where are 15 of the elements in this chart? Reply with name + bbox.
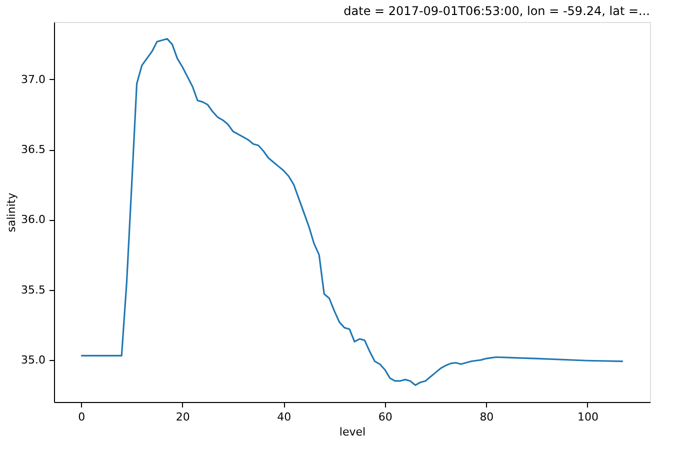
x-tick-label: 0 bbox=[78, 410, 86, 424]
x-tick-label: 60 bbox=[378, 410, 392, 424]
line-series bbox=[80, 38, 624, 386]
x-tick-label: 40 bbox=[277, 410, 292, 424]
y-tick-label: 36.0 bbox=[21, 213, 46, 226]
x-tick-label: 20 bbox=[176, 410, 190, 424]
x-tick-label: 100 bbox=[577, 410, 598, 424]
x-tick-label: 80 bbox=[480, 410, 494, 424]
y-tick-label: 35.0 bbox=[21, 353, 46, 366]
y-tick-label: 37.0 bbox=[21, 72, 46, 86]
y-axis-title: salinity bbox=[5, 192, 18, 232]
y-tick-label: 35.5 bbox=[21, 283, 46, 296]
y-tick-label: 36.5 bbox=[21, 143, 46, 156]
chart-title: date = 2017-09-01T06:53:00, lon = -59.24, lat =... bbox=[344, 4, 650, 18]
x-axis-title: level bbox=[339, 426, 366, 438]
